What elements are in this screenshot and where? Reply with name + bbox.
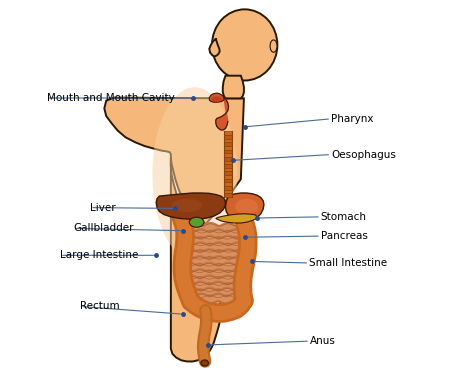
Polygon shape	[224, 150, 232, 153]
Polygon shape	[224, 193, 232, 197]
Ellipse shape	[189, 217, 204, 227]
Text: Large Intestine: Large Intestine	[60, 250, 138, 260]
Polygon shape	[210, 39, 219, 56]
Ellipse shape	[172, 198, 202, 212]
Polygon shape	[216, 98, 228, 130]
Text: Stomach: Stomach	[321, 212, 367, 222]
Polygon shape	[224, 135, 232, 139]
Text: Small Intestine: Small Intestine	[310, 258, 387, 268]
Text: Liver: Liver	[90, 203, 116, 213]
Text: Mouth and Mouth Cavity: Mouth and Mouth Cavity	[46, 93, 174, 103]
Ellipse shape	[201, 360, 209, 366]
Polygon shape	[224, 161, 232, 164]
Polygon shape	[156, 193, 226, 219]
Polygon shape	[223, 76, 244, 98]
Ellipse shape	[212, 9, 277, 81]
Polygon shape	[224, 190, 232, 193]
Polygon shape	[216, 214, 257, 223]
Polygon shape	[224, 157, 232, 161]
Text: Gallbladder: Gallbladder	[73, 223, 134, 234]
Polygon shape	[224, 182, 232, 186]
Polygon shape	[224, 175, 232, 179]
Polygon shape	[224, 171, 232, 175]
Polygon shape	[224, 139, 232, 142]
Text: Pharynx: Pharynx	[331, 114, 374, 124]
Polygon shape	[104, 98, 244, 261]
Text: Rectum: Rectum	[80, 301, 120, 312]
Text: Pancreas: Pancreas	[321, 231, 368, 241]
Polygon shape	[224, 146, 232, 150]
Polygon shape	[224, 186, 232, 190]
Text: Anus: Anus	[310, 336, 336, 346]
Polygon shape	[210, 93, 224, 102]
Polygon shape	[224, 164, 232, 168]
Polygon shape	[224, 153, 232, 157]
Polygon shape	[224, 179, 232, 182]
Polygon shape	[226, 193, 264, 221]
Ellipse shape	[235, 199, 258, 214]
Polygon shape	[171, 158, 221, 361]
Polygon shape	[224, 168, 232, 171]
Polygon shape	[224, 132, 232, 135]
Text: Oesophagus: Oesophagus	[331, 149, 396, 159]
Polygon shape	[224, 142, 232, 146]
Ellipse shape	[270, 40, 277, 52]
Ellipse shape	[211, 96, 222, 102]
Ellipse shape	[152, 87, 237, 260]
